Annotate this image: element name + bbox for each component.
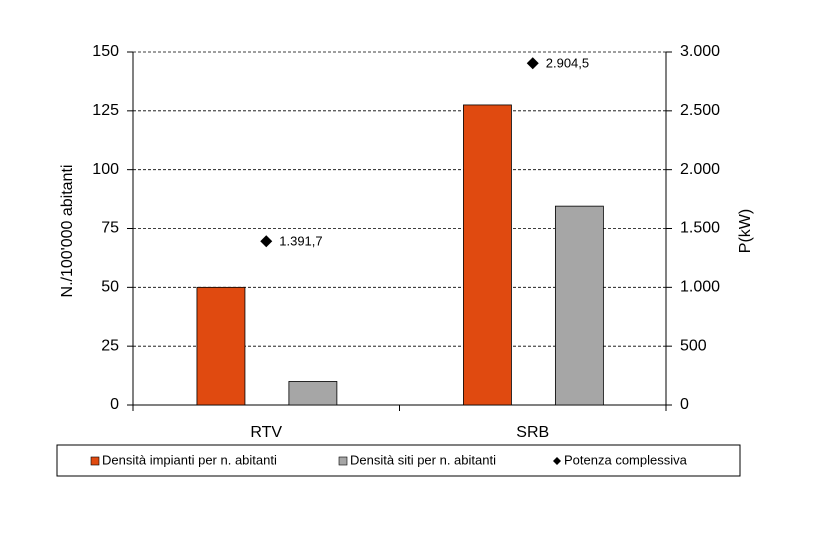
y2-axis-title: P(kW) [737, 209, 754, 253]
data-label: 1.391,7 [279, 234, 322, 249]
x-tick-label: RTV [250, 424, 282, 441]
y-tick-label: 100 [92, 161, 119, 178]
legend-marker [90, 456, 100, 466]
y2-tick-label: 2.500 [680, 102, 720, 119]
y-tick-label: 50 [101, 279, 119, 296]
y2-tick-label: 1.000 [680, 279, 720, 296]
legend-label: Densità siti per n. abitanti [350, 452, 496, 467]
y-tick-label: 75 [101, 220, 119, 237]
marker [526, 57, 539, 70]
legend-marker [553, 457, 561, 465]
legend-marker [338, 456, 348, 466]
legend [56, 444, 741, 477]
y-tick-label: 0 [110, 396, 119, 413]
bar [554, 205, 604, 406]
y2-tick-label: 3.000 [680, 43, 720, 60]
y2-tick-label: 2.000 [680, 161, 720, 178]
bar [288, 381, 338, 406]
y2-tick-label: 500 [680, 337, 707, 354]
y2-tick-label: 1.500 [680, 220, 720, 237]
y-tick-label: 150 [92, 43, 119, 60]
marker [260, 235, 273, 248]
legend-label: Densità impianti per n. abitanti [102, 452, 277, 467]
data-label: 2.904,5 [546, 56, 589, 71]
y-axis-title: N./100'000 abitanti [59, 165, 76, 298]
y-tick-label: 25 [101, 337, 119, 354]
y-tick-label: 125 [92, 102, 119, 119]
legend-label: Potenza complessiva [564, 452, 688, 467]
bar [463, 104, 512, 406]
x-tick-label: SRB [516, 424, 549, 441]
bar [196, 286, 246, 406]
y2-tick-label: 0 [680, 396, 689, 413]
